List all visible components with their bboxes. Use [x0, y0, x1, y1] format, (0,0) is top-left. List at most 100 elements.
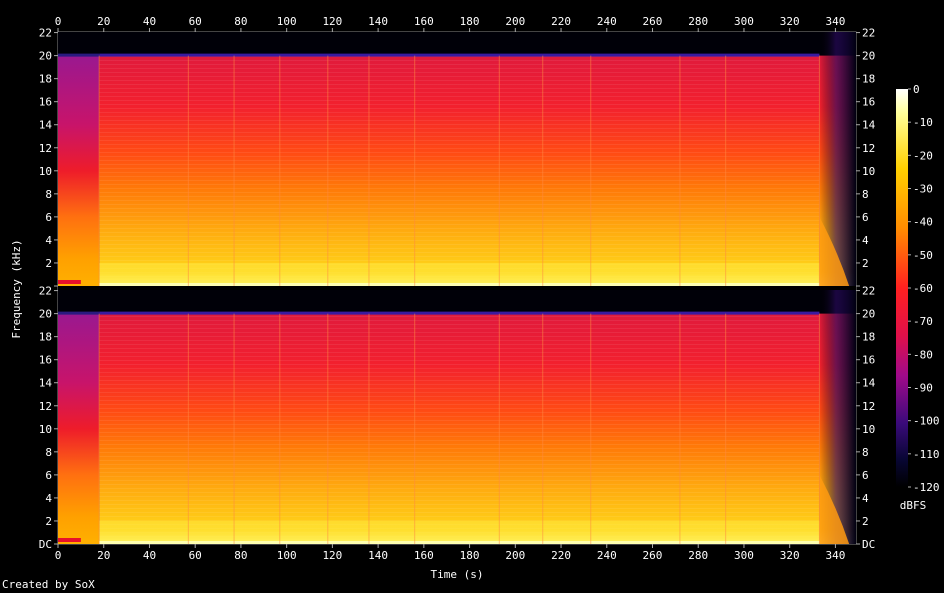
intro-spectrum: [58, 313, 100, 544]
y-tick-label-right: 10: [862, 165, 875, 178]
x-tick-label-bottom: 140: [368, 549, 388, 562]
y-tick-label-left: 4: [45, 234, 52, 247]
y-tick-label-left: 2: [45, 515, 52, 528]
x-tick-label-top: 240: [597, 15, 617, 28]
y-tick-label-right: 4: [862, 234, 869, 247]
x-tick-label-top: 140: [368, 15, 388, 28]
y-tick-label-right: 12: [862, 142, 875, 155]
y-tick-label-left: 16: [39, 354, 52, 367]
dc-band: [99, 283, 820, 286]
y-tick-label-right: 16: [862, 96, 875, 109]
y-tick-label-left: 22: [39, 27, 52, 40]
y-tick-label-left: 8: [45, 446, 52, 459]
y-tick-label-left: 8: [45, 188, 52, 201]
y-tick-label-right: 12: [862, 400, 875, 413]
x-tick-label-bottom: 0: [55, 549, 62, 562]
intro-low-band: [58, 280, 81, 284]
cutoff-edge: [99, 311, 820, 315]
colorbar-tick-label: -10: [913, 116, 933, 129]
harmonic-texture: [99, 313, 820, 544]
colorbar-label: dBFS: [900, 499, 927, 512]
y-axis-label: Frequency (kHz): [10, 239, 23, 338]
x-tick-label-top: 320: [780, 15, 800, 28]
colorbar-tick-label: -20: [913, 149, 933, 162]
y-tick-label-right: 6: [862, 469, 869, 482]
x-tick-label-bottom: 120: [322, 549, 342, 562]
channel-1-spectrogram: [58, 32, 856, 286]
y-tick-label-left: 10: [39, 165, 52, 178]
x-tick-label-bottom: 60: [189, 549, 202, 562]
dc-band: [99, 541, 820, 544]
y-tick-label-left: DC: [39, 538, 52, 551]
y-tick-label-right: 6: [862, 211, 869, 224]
y-tick-label-left: 20: [39, 50, 52, 63]
x-tick-label-top: 300: [734, 15, 754, 28]
y-tick-label-right: 20: [862, 50, 875, 63]
cutoff-edge: [99, 53, 820, 57]
intro-cutoff-edge: [58, 53, 100, 57]
x-tick-label-bottom: 340: [825, 549, 845, 562]
colorbar: [896, 89, 908, 487]
y-tick-label-right: 14: [862, 119, 876, 132]
x-tick-label-top: 220: [551, 15, 571, 28]
x-axis-label: Time (s): [431, 568, 484, 581]
x-tick-label-bottom: 80: [234, 549, 247, 562]
colorbar-tick-label: -100: [913, 415, 940, 428]
y-tick-label-right: 18: [862, 73, 875, 86]
y-tick-label-right: 10: [862, 423, 875, 436]
colorbar-tick-label: -40: [913, 216, 933, 229]
x-tick-label-bottom: 200: [505, 549, 525, 562]
x-tick-label-top: 80: [234, 15, 247, 28]
y-tick-label-right: 22: [862, 27, 875, 40]
y-tick-label-left: 6: [45, 211, 52, 224]
channel-2-spectrogram: [58, 290, 856, 544]
x-tick-label-top: 260: [643, 15, 663, 28]
y-tick-label-left: 6: [45, 469, 52, 482]
x-tick-label-top: 200: [505, 15, 525, 28]
colorbar-tick-label: -30: [913, 183, 933, 196]
fade-lowfreq-tail: [819, 216, 850, 286]
colorbar-tick-label: -70: [913, 315, 933, 328]
y-tick-label-right: 20: [862, 308, 875, 321]
colorbar-tick-label: -90: [913, 382, 933, 395]
y-tick-label-left: 20: [39, 308, 52, 321]
colorbar-tick-label: -60: [913, 282, 933, 295]
y-tick-label-left: 4: [45, 492, 52, 505]
x-tick-label-top: 0: [55, 15, 62, 28]
y-tick-label-left: 12: [39, 142, 52, 155]
x-tick-label-bottom: 240: [597, 549, 617, 562]
y-tick-label-right: 22: [862, 285, 875, 298]
x-tick-label-bottom: 280: [688, 549, 708, 562]
y-tick-label-right: 18: [862, 331, 875, 344]
x-tick-label-top: 280: [688, 15, 708, 28]
intro-low-band: [58, 538, 81, 542]
x-tick-label-top: 20: [97, 15, 110, 28]
y-tick-label-right: 14: [862, 377, 876, 390]
y-tick-label-left: 10: [39, 423, 52, 436]
colorbar-tick-label: -50: [913, 249, 933, 262]
y-tick-label-right: 2: [862, 257, 869, 270]
y-tick-label-left: 16: [39, 96, 52, 109]
x-tick-label-top: 340: [825, 15, 845, 28]
y-tick-label-right: 16: [862, 354, 875, 367]
x-tick-label-bottom: 180: [460, 549, 480, 562]
bass-band: [99, 262, 820, 286]
intro-spectrum: [58, 55, 100, 286]
x-tick-label-top: 60: [189, 15, 202, 28]
x-tick-label-top: 100: [277, 15, 297, 28]
y-tick-label-left: 22: [39, 285, 52, 298]
y-tick-label-left: 14: [39, 377, 53, 390]
colorbar-tick-label: 0: [913, 83, 920, 96]
x-tick-label-top: 180: [460, 15, 480, 28]
y-tick-label-left: 14: [39, 119, 53, 132]
x-tick-label-bottom: 20: [97, 549, 110, 562]
x-tick-label-top: 120: [322, 15, 342, 28]
y-tick-label-left: 18: [39, 73, 52, 86]
x-tick-label-bottom: 220: [551, 549, 571, 562]
bass-band: [99, 520, 820, 544]
x-tick-label-bottom: 320: [780, 549, 800, 562]
y-tick-label-right: DC: [862, 538, 875, 551]
x-tick-label-bottom: 260: [643, 549, 663, 562]
x-tick-label-top: 160: [414, 15, 434, 28]
